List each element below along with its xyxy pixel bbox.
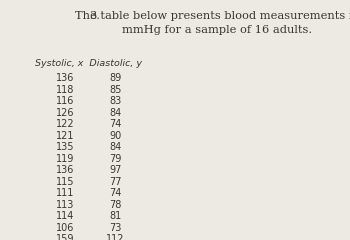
Text: 84: 84 bbox=[109, 142, 121, 152]
Text: 83: 83 bbox=[109, 96, 121, 106]
Text: 78: 78 bbox=[109, 200, 121, 210]
Text: 113: 113 bbox=[56, 200, 74, 210]
Text: 111: 111 bbox=[56, 188, 74, 198]
Text: 114: 114 bbox=[56, 211, 74, 222]
Text: 136: 136 bbox=[56, 73, 74, 83]
Text: 116: 116 bbox=[56, 96, 74, 106]
Text: 85: 85 bbox=[109, 85, 121, 95]
Text: 118: 118 bbox=[56, 85, 74, 95]
Text: 3.: 3. bbox=[89, 11, 100, 21]
Text: 74: 74 bbox=[109, 188, 121, 198]
Text: 119: 119 bbox=[56, 154, 74, 164]
Text: 106: 106 bbox=[56, 223, 74, 233]
Text: 77: 77 bbox=[109, 177, 121, 187]
Text: 73: 73 bbox=[109, 223, 121, 233]
Text: 121: 121 bbox=[56, 131, 74, 141]
Text: 84: 84 bbox=[109, 108, 121, 118]
Text: 159: 159 bbox=[56, 234, 74, 240]
Text: 126: 126 bbox=[56, 108, 74, 118]
Text: 112: 112 bbox=[106, 234, 124, 240]
Text: 74: 74 bbox=[109, 119, 121, 129]
Text: 122: 122 bbox=[56, 119, 75, 129]
Text: The table below presents blood measurements in
mmHg for a sample of 16 adults.: The table below presents blood measureme… bbox=[75, 11, 350, 35]
Text: 79: 79 bbox=[109, 154, 121, 164]
Text: 136: 136 bbox=[56, 165, 74, 175]
Text: 135: 135 bbox=[56, 142, 74, 152]
Text: 90: 90 bbox=[109, 131, 121, 141]
Text: Systolic, x  Diastolic, y: Systolic, x Diastolic, y bbox=[35, 59, 142, 68]
Text: 89: 89 bbox=[109, 73, 121, 83]
Text: 81: 81 bbox=[109, 211, 121, 222]
Text: 115: 115 bbox=[56, 177, 74, 187]
Text: 97: 97 bbox=[109, 165, 121, 175]
